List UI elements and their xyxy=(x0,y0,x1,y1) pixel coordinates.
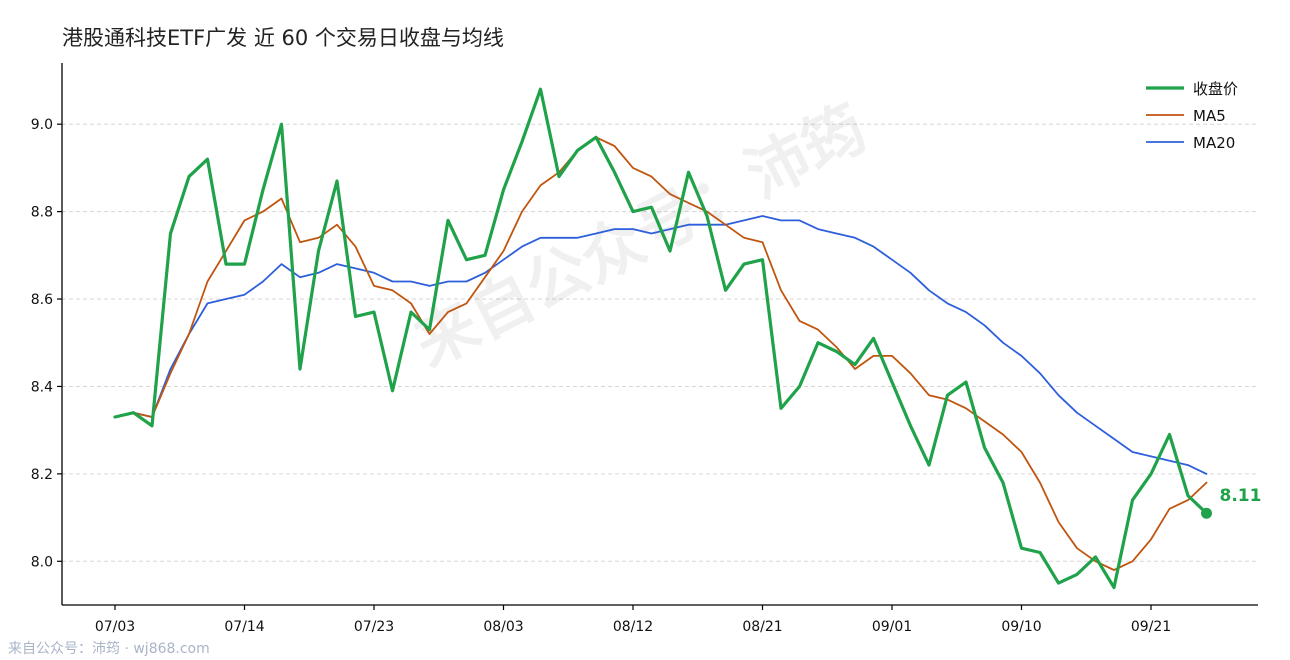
series-line-ma5 xyxy=(114,136,1208,571)
y-tick-label: 8.6 xyxy=(31,292,53,308)
last-point-marker xyxy=(1201,507,1212,519)
legend-label-ma20: MA20 xyxy=(1193,134,1235,152)
y-axis-ticks: 8.0 8.2 8.4 8.6 8.8 9.0 xyxy=(31,117,62,570)
x-tick-label: 09/21 xyxy=(1131,619,1171,635)
footer-source: 来自公众号：沛筠 · wj868.com xyxy=(8,640,210,657)
y-tick-label: 8.0 xyxy=(31,554,53,570)
series-lines xyxy=(113,87,1209,590)
x-tick-label: 09/10 xyxy=(1001,619,1041,635)
gridlines xyxy=(62,123,1258,562)
chart-title: 港股通科技ETF广发 近 60 个交易日收盘与均线 xyxy=(62,26,504,50)
y-tick-label: 9.0 xyxy=(31,117,53,133)
last-point: 8.11 xyxy=(1201,486,1262,519)
y-tick-label: 8.2 xyxy=(31,467,53,483)
x-tick-label: 08/12 xyxy=(613,619,653,635)
x-tick-label: 08/21 xyxy=(742,619,782,635)
x-tick-label: 09/01 xyxy=(872,619,912,635)
legend-label-ma5: MA5 xyxy=(1193,107,1226,125)
series-line-close xyxy=(113,87,1209,590)
x-axis-ticks: 07/03 07/14 07/23 08/03 08/12 08/21 09/01 09/10… xyxy=(95,605,1171,635)
x-tick-label: 07/14 xyxy=(224,619,264,635)
x-tick-label: 07/03 xyxy=(95,619,135,635)
legend-label-close: 收盘价 xyxy=(1193,80,1238,98)
y-tick-label: 8.4 xyxy=(31,379,53,395)
last-value-label: 8.11 xyxy=(1220,486,1262,506)
legend: 收盘价 MA5 MA20 xyxy=(1146,80,1238,152)
y-tick-label: 8.8 xyxy=(31,205,53,221)
axes xyxy=(61,63,1258,606)
x-tick-label: 07/23 xyxy=(354,619,394,635)
x-tick-label: 08/03 xyxy=(483,619,523,635)
